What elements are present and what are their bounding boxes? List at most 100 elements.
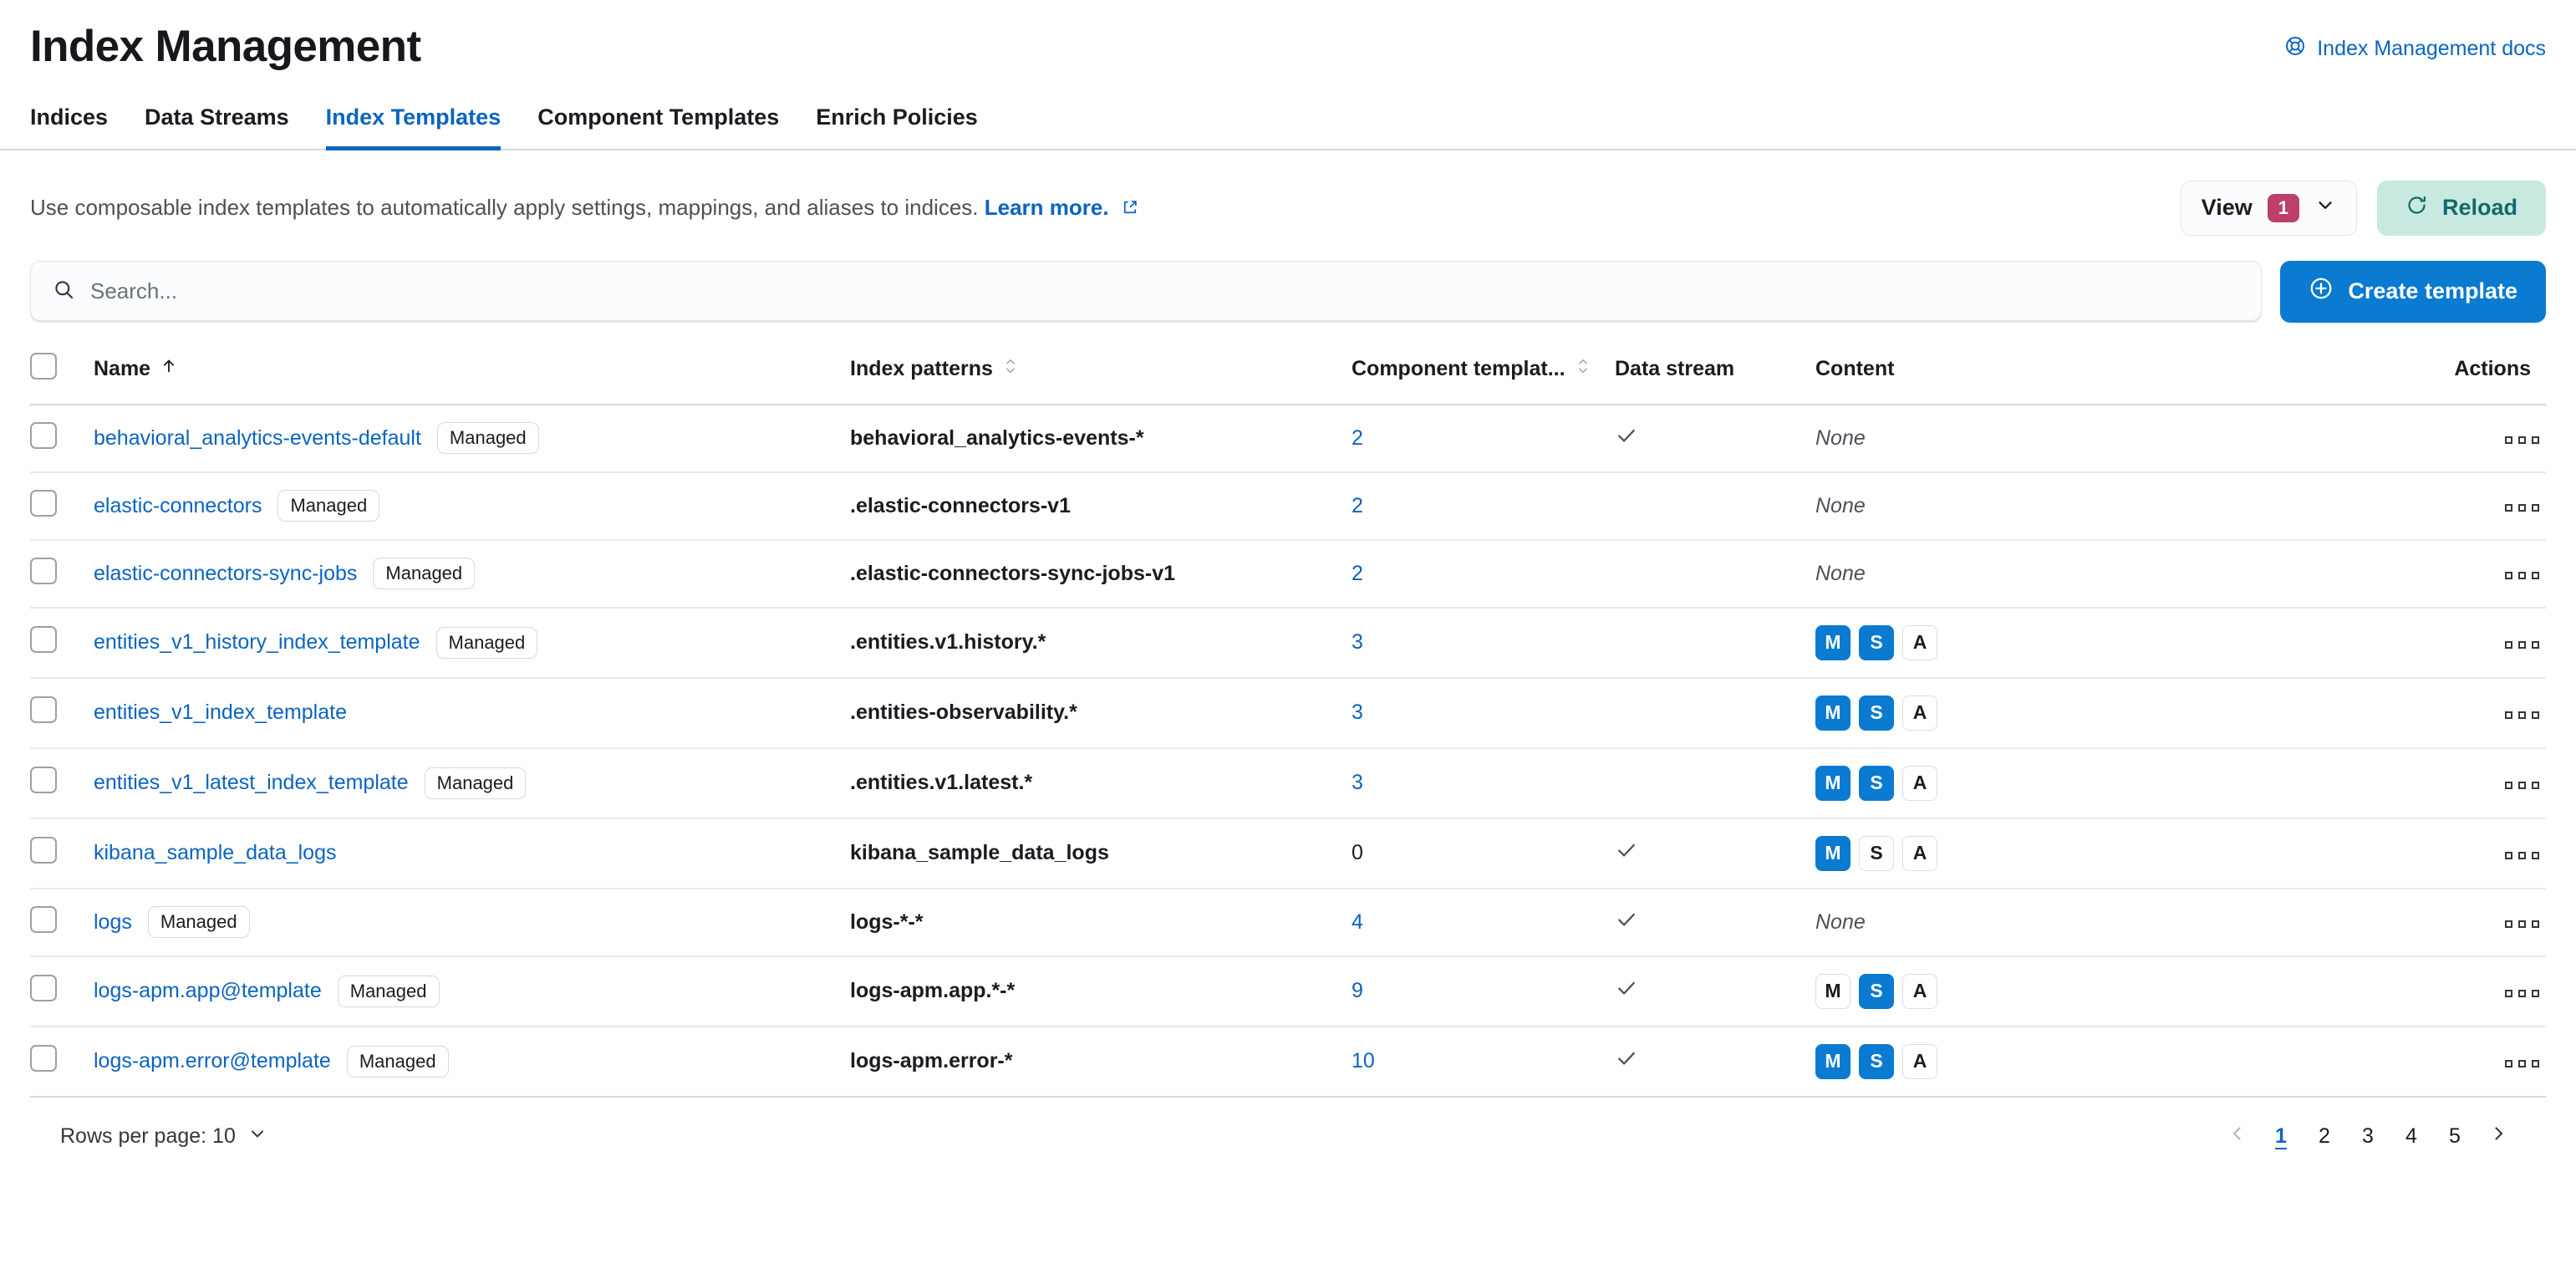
chevron-right-icon [2488,1124,2508,1149]
row-content-cell: None [1815,539,2292,609]
dot-icon [2505,989,2512,997]
content-badge-m[interactable]: M [1815,695,1851,731]
row-checkbox[interactable] [30,1045,57,1073]
pagination-next-button[interactable] [2481,1119,2516,1154]
dot-icon [2518,851,2526,859]
tab-indices[interactable]: Indices [30,104,109,130]
row-checkbox[interactable] [30,489,57,517]
component-templates-count[interactable]: 2 [1352,425,1363,450]
tab-data-streams[interactable]: Data Streams [145,104,289,130]
pagination-page-2[interactable]: 2 [2319,1124,2330,1149]
column-header-name[interactable]: Name [94,352,850,405]
reload-button[interactable]: Reload [2376,180,2546,236]
row-checkbox[interactable] [30,696,57,724]
row-actions-button[interactable] [2498,845,2546,866]
row-actions-button[interactable] [2498,497,2546,518]
component-templates-count[interactable]: 10 [1352,1049,1375,1073]
row-checkbox[interactable] [30,626,57,654]
row-actions-button[interactable] [2498,914,2546,935]
template-name-link[interactable]: kibana_sample_data_logs [94,841,337,865]
row-index-pattern-cell: kibana_sample_data_logs [850,818,1352,889]
row-data-stream-cell [1615,471,1815,541]
component-templates-count[interactable]: 2 [1352,493,1363,517]
dot-icon [2532,436,2539,445]
rows-per-page-selector[interactable]: Rows per page: 10 [60,1124,267,1149]
template-name-link[interactable]: entities_v1_index_template [94,701,347,725]
row-checkbox[interactable] [30,767,57,794]
row-checkbox[interactable] [30,905,57,933]
template-name-link[interactable]: behavioral_analytics-events-default [94,425,421,450]
component-templates-count[interactable]: 9 [1352,979,1363,1003]
row-actions-button[interactable] [2498,705,2546,726]
dot-icon [2532,640,2539,649]
content-badge-m[interactable]: M [1815,973,1851,1009]
view-label: View [2201,195,2253,221]
row-actions-button[interactable] [2498,565,2546,586]
column-header-index-patterns-label: Index patterns [850,356,993,380]
learn-more-link[interactable]: Learn more. [984,195,1109,221]
content-badge-a[interactable]: A [1902,1043,1937,1079]
row-checkbox[interactable] [30,557,57,584]
row-actions-cell [2292,818,2546,889]
search-input[interactable] [90,278,2240,305]
content-badge-s[interactable]: S [1859,695,1894,731]
column-header-component-templates[interactable]: Component templat... [1352,352,1615,405]
template-name-link[interactable]: logs-apm.error@template [94,1049,331,1073]
managed-badge: Managed [277,490,380,522]
view-filter-button[interactable]: View 1 [2180,180,2357,236]
pagination-page-4[interactable]: 4 [2405,1124,2417,1149]
dot-icon [2518,711,2526,719]
content-badge-a[interactable]: A [1902,624,1937,660]
component-templates-count[interactable]: 3 [1352,701,1363,725]
content-badge-s[interactable]: S [1859,1043,1894,1079]
content-badge-s[interactable]: S [1859,835,1894,871]
content-badge-m[interactable]: M [1815,624,1851,660]
content-badge-s[interactable]: S [1859,624,1894,660]
row-checkbox[interactable] [30,837,57,864]
content-badge-a[interactable]: A [1902,765,1937,801]
row-actions-button[interactable] [2498,775,2546,796]
tab-component-templates[interactable]: Component Templates [537,104,780,130]
content-badge-m[interactable]: M [1815,765,1851,801]
row-index-pattern-cell: .elastic-connectors-sync-jobs-v1 [850,539,1352,609]
row-actions-button[interactable] [2498,430,2546,451]
component-templates-count[interactable]: 4 [1352,910,1363,934]
component-templates-count[interactable]: 3 [1352,771,1363,795]
column-header-data-stream: Data stream [1615,352,1815,405]
tab-enrich-policies[interactable]: Enrich Policies [816,104,978,130]
tab-index-templates[interactable]: Index Templates [325,96,501,150]
row-checkbox[interactable] [30,421,57,449]
page-title: Index Management [30,22,421,71]
search-field[interactable] [30,260,2263,323]
row-name-cell: behavioral_analytics-events-default Manag… [94,404,850,473]
component-templates-count[interactable]: 3 [1352,630,1363,655]
template-name-link[interactable]: elastic-connectors-sync-jobs [94,561,358,585]
create-template-button[interactable]: Create template [2280,260,2546,323]
row-checkbox[interactable] [30,975,57,1002]
content-badge-m[interactable]: M [1815,1043,1851,1079]
content-badge-s[interactable]: S [1859,765,1894,801]
template-name-link[interactable]: entities_v1_history_index_template [94,630,420,655]
template-name-link[interactable]: elastic-connectors [94,493,262,517]
row-actions-button[interactable] [2498,634,2546,655]
content-badge-a[interactable]: A [1902,835,1937,871]
content-badge-a[interactable]: A [1902,973,1937,1009]
pagination-page-5[interactable]: 5 [2449,1124,2461,1149]
row-actions-button[interactable] [2498,1053,2546,1074]
content-badge-s[interactable]: S [1859,973,1894,1009]
pagination-page-3[interactable]: 3 [2362,1124,2374,1149]
select-all-checkbox[interactable] [30,352,57,380]
content-badge-m[interactable]: M [1815,835,1851,871]
component-templates-count[interactable]: 2 [1352,561,1363,585]
row-actions-button[interactable] [2498,983,2546,1004]
column-header-index-patterns[interactable]: Index patterns [850,352,1352,405]
template-name-link[interactable]: logs [94,910,132,934]
dot-icon [2505,781,2512,789]
template-name-link[interactable]: logs-apm.app@template [94,979,322,1003]
index-management-docs-link[interactable]: Index Management docs [2284,35,2546,63]
pagination-page-1[interactable]: 1 [2275,1124,2287,1149]
content-badge-a[interactable]: A [1902,695,1937,731]
template-name-link[interactable]: entities_v1_latest_index_template [94,771,409,795]
